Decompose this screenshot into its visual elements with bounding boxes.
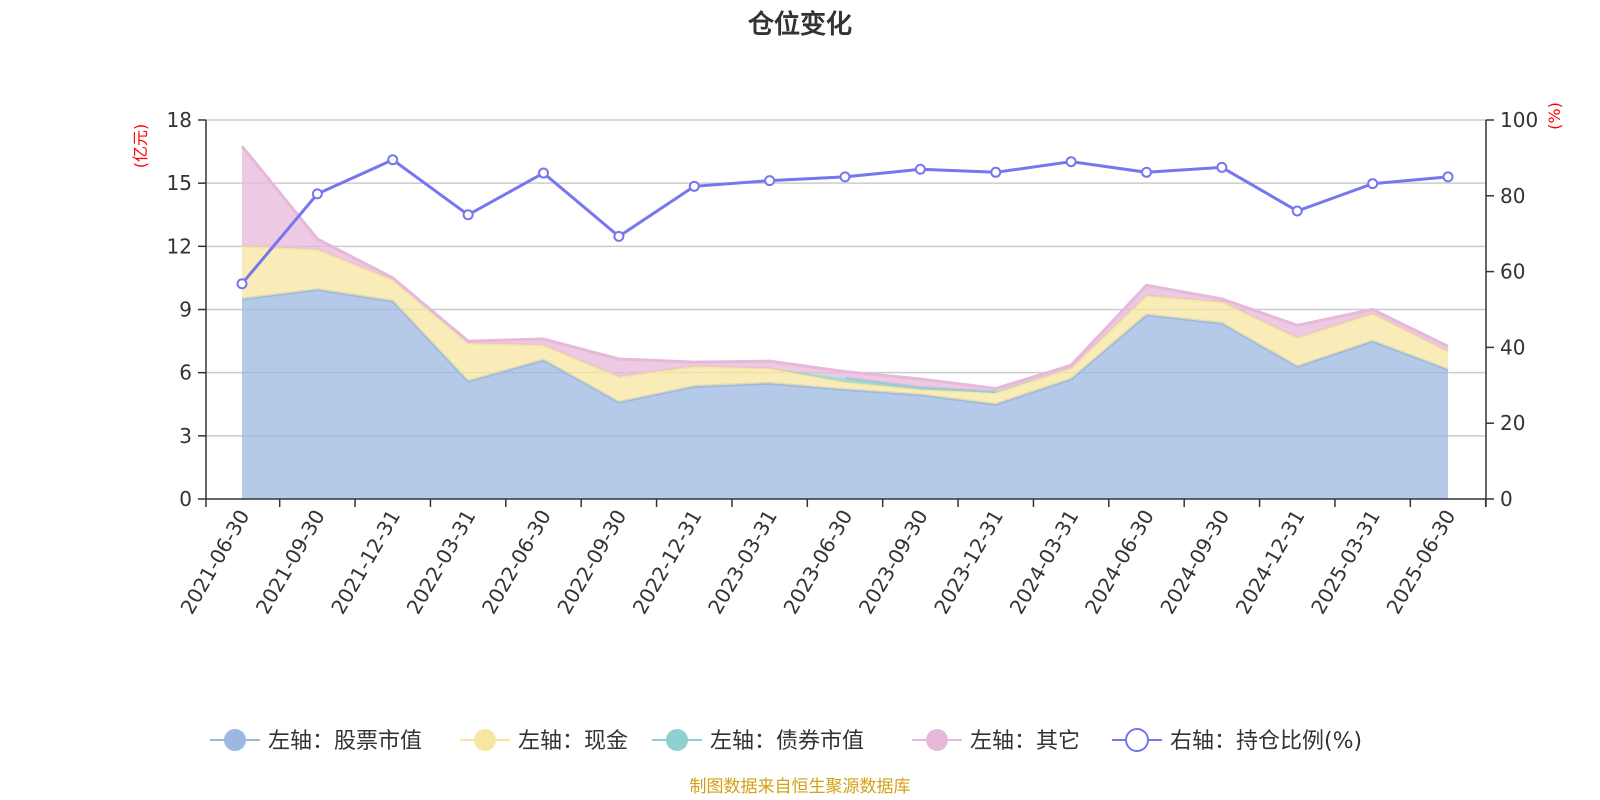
x-tick-label: 2024-03-31 — [1005, 506, 1084, 619]
x-tick-label: 2022-06-30 — [477, 506, 556, 619]
area-左轴：股票市值 — [242, 289, 1448, 499]
legend-item[interactable]: 左轴：其它 — [912, 729, 1080, 754]
x-tick-label: 2024-06-30 — [1080, 506, 1159, 619]
x-tick-label: 2022-09-30 — [552, 506, 631, 619]
ratio-point — [1216, 161, 1228, 173]
x-tick-label: 2021-12-31 — [326, 506, 405, 619]
left-tick-label: 18 — [167, 108, 192, 132]
position-ratio-line — [236, 154, 1454, 290]
ratio-point — [990, 166, 1002, 178]
ratio-point — [538, 167, 549, 179]
ratio-point — [839, 171, 851, 183]
x-tick-label: 2025-06-30 — [1381, 506, 1460, 619]
ratio-point — [387, 154, 399, 166]
x-tick-label: 2022-12-31 — [628, 506, 707, 619]
right-tick-label: 0 — [1500, 487, 1513, 511]
legend-marker — [926, 729, 948, 751]
legend-item[interactable]: 右轴：持仓比例(%) — [1112, 728, 1362, 754]
legend-marker — [666, 729, 688, 751]
ratio-point — [688, 180, 700, 192]
left-tick-label: 6 — [179, 361, 192, 385]
ratio-point — [462, 209, 474, 221]
x-tick-label: 2023-12-31 — [929, 506, 1008, 619]
legend[interactable]: 左轴：股票市值 左轴：现金 左轴：债券市值 左轴：其它 右轴：持仓比例(%) — [210, 728, 1362, 754]
ratio-point — [1367, 178, 1379, 190]
left-tick-label: 0 — [179, 487, 192, 511]
stacked-areas — [240, 145, 1449, 499]
left-tick-label: 15 — [167, 171, 192, 195]
right-axis-name: (%) — [1545, 102, 1564, 130]
legend-marker — [224, 729, 246, 751]
x-tick-label: 2021-06-30 — [175, 506, 254, 619]
data-source-note: 制图数据来自恒生聚源数据库 — [690, 777, 911, 797]
x-tick-label: 2025-03-31 — [1306, 506, 1385, 619]
legend-label: 右轴：持仓比例(%) — [1170, 729, 1362, 754]
legend-label: 左轴：债券市值 — [710, 729, 864, 754]
ratio-point — [914, 163, 926, 175]
legend-item[interactable]: 左轴：债券市值 — [652, 729, 864, 754]
x-tick-label: 2024-09-30 — [1155, 506, 1234, 619]
x-tick-label: 2023-09-30 — [854, 506, 933, 619]
x-tick-label: 2023-03-31 — [703, 506, 782, 619]
legend-marker — [474, 729, 496, 751]
legend-item[interactable]: 左轴：现金 — [460, 729, 628, 754]
chart-title: 仓位变化 — [747, 9, 852, 40]
ratio-point — [1291, 205, 1303, 217]
x-tick-label: 2021-09-30 — [251, 506, 330, 619]
legend-marker — [1125, 728, 1149, 752]
legend-label: 左轴：现金 — [518, 729, 628, 754]
right-tick-label: 60 — [1500, 260, 1525, 284]
left-tick-label: 9 — [179, 298, 192, 322]
ratio-point — [311, 188, 323, 200]
x-tick-label: 2022-03-31 — [402, 506, 481, 619]
left-tick-label: 3 — [179, 424, 192, 448]
right-tick-label: 100 — [1500, 108, 1538, 132]
ratio-point — [1141, 166, 1152, 178]
ratio-point — [236, 278, 248, 290]
left-axis-name: (亿元) — [131, 124, 150, 169]
legend-item[interactable]: 左轴：股票市值 — [210, 729, 422, 754]
ratio-point — [1442, 171, 1454, 183]
right-tick-label: 80 — [1500, 184, 1525, 208]
legend-label: 左轴：股票市值 — [268, 729, 422, 754]
left-tick-label: 12 — [167, 234, 192, 258]
right-tick-label: 20 — [1500, 411, 1525, 435]
ratio-point — [1065, 156, 1077, 168]
ratio-point — [764, 175, 776, 187]
area-edge-左轴：其它 — [240, 145, 1449, 391]
ratio-point — [613, 230, 625, 242]
right-tick-label: 40 — [1500, 335, 1525, 359]
legend-label: 左轴：其它 — [970, 729, 1080, 754]
x-tick-label: 2023-06-30 — [778, 506, 857, 619]
x-tick-label: 2024-12-31 — [1231, 506, 1310, 619]
